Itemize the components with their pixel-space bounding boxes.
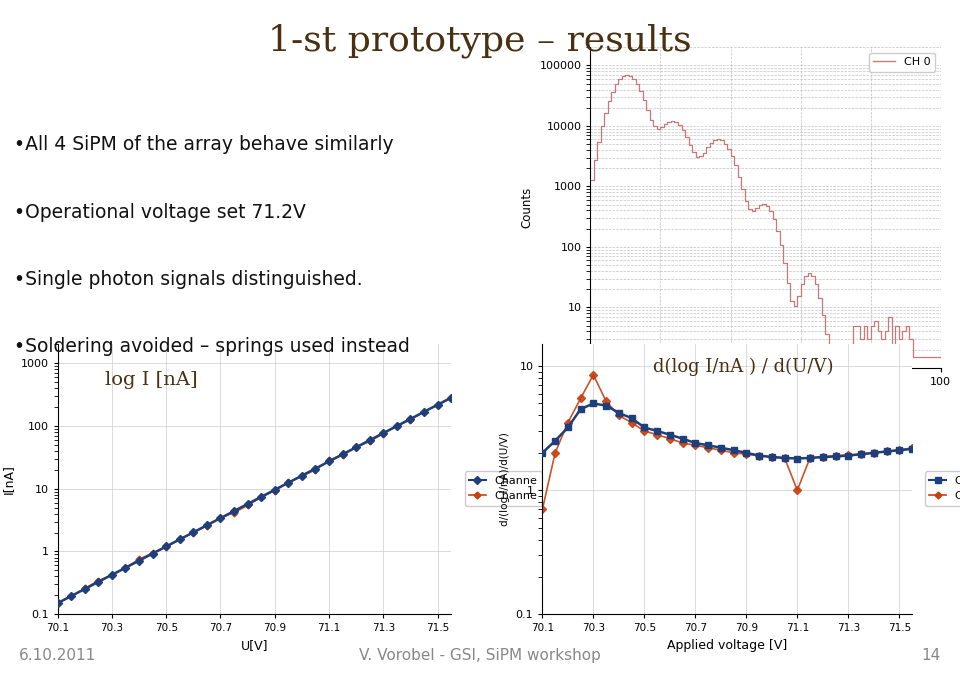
Legend: Channe, Channe: Channe, Channe — [465, 471, 542, 506]
Text: 1-st prototype – results: 1-st prototype – results — [268, 24, 692, 58]
Y-axis label: Counts: Counts — [521, 187, 534, 228]
Y-axis label: d/(log I/nA)/d(U/V): d/(log I/nA)/d(U/V) — [500, 432, 510, 526]
Text: •All 4 SiPM of the array behave similarly: •All 4 SiPM of the array behave similarl… — [14, 135, 394, 154]
Text: V. Vorobel - GSI, SiPM workshop: V. Vorobel - GSI, SiPM workshop — [359, 648, 601, 663]
Legend: Channel 2, Channel 1: Channel 2, Channel 1 — [924, 471, 960, 506]
Text: •Operational voltage set 71.2V: •Operational voltage set 71.2V — [14, 202, 306, 221]
X-axis label: U[V]: U[V] — [241, 639, 268, 652]
Text: 14: 14 — [922, 648, 941, 663]
Legend: CH 0: CH 0 — [869, 53, 935, 72]
X-axis label: Applied voltage [V]: Applied voltage [V] — [667, 639, 787, 652]
Y-axis label: I[nA]: I[nA] — [2, 464, 15, 494]
Text: d(log I/nA ) / d(U/V): d(log I/nA ) / d(U/V) — [653, 358, 834, 376]
Text: •Single photon signals distinguished.: •Single photon signals distinguished. — [14, 270, 363, 289]
Text: log I [nA]: log I [nA] — [105, 371, 198, 389]
Text: 6.10.2011: 6.10.2011 — [19, 648, 96, 663]
Text: •Soldering avoided – springs used instead: •Soldering avoided – springs used instea… — [14, 338, 410, 356]
X-axis label: ADC channels: ADC channels — [725, 392, 806, 406]
